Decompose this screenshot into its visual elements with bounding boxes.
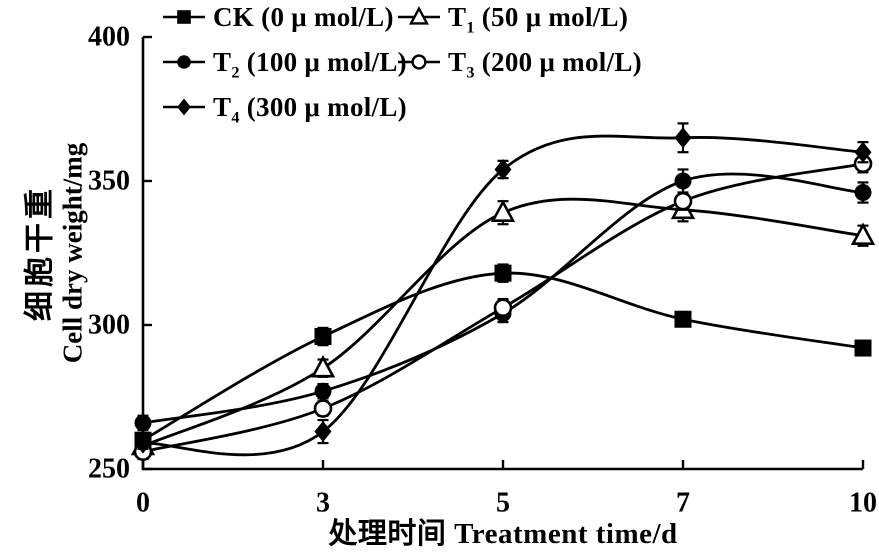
legend-sample-shape xyxy=(177,10,191,24)
data-point-diamond-filled xyxy=(854,141,872,163)
square-filled-marker-icon xyxy=(163,10,205,24)
data-point-circle-filled xyxy=(674,172,692,190)
data-point-diamond-filled xyxy=(494,158,512,180)
series-4-curve xyxy=(141,134,865,457)
data-point-circle-open xyxy=(493,298,513,318)
data-point-diamond-filled xyxy=(674,127,692,149)
triangle-open-marker-icon xyxy=(398,6,440,25)
data-point-square-filled xyxy=(314,328,332,346)
data-point-diamond-filled xyxy=(134,432,152,454)
y-axis-title: 细胞干重 Cell dry weight/mg xyxy=(24,143,89,363)
legend-sample-shape xyxy=(411,54,427,70)
x-tick-label: 3 xyxy=(316,488,330,519)
data-point-circle-open xyxy=(673,191,693,211)
legend-label-t4: T4 (300 μ mol/L) xyxy=(213,91,407,126)
legend-text: T xyxy=(448,46,467,77)
x-tick-label: 5 xyxy=(496,488,510,519)
data-point-circle-filled xyxy=(134,414,152,432)
data-point-circle-filled xyxy=(314,382,332,400)
legend-text: (100 μ mol/L) xyxy=(239,46,407,77)
legend-sample-shape xyxy=(408,6,430,25)
legend-item-t1: T1 (50 μ mol/L) xyxy=(398,0,629,36)
x-tick-label: 0 xyxy=(136,488,150,519)
data-point-diamond-filled xyxy=(314,421,332,443)
legend-label-t2: T2 (100 μ mol/L) xyxy=(213,46,407,81)
legend-label-ck: CK (0 μ mol/L) xyxy=(213,2,394,33)
y-tick-label: 350 xyxy=(88,166,130,197)
y-tick-label: 300 xyxy=(88,310,130,341)
circle-filled-marker-icon xyxy=(163,55,205,69)
legend-sample-shape xyxy=(177,98,191,116)
legend-text: CK xyxy=(213,1,255,32)
legend-text: T xyxy=(448,1,467,32)
y-tick-label: 400 xyxy=(88,22,130,53)
y-axis-title-chinese: 细胞干重 xyxy=(23,185,57,322)
legend-item-t4: T4 (300 μ mol/L) xyxy=(163,90,407,126)
legend-label-t3: T3 (200 μ mol/L) xyxy=(448,46,642,81)
legend-item-t3: T3 (200 μ mol/L) xyxy=(398,45,642,81)
circle-open-marker-icon xyxy=(398,54,440,70)
legend-sample-shape xyxy=(177,55,191,69)
data-point-triangle-open xyxy=(850,222,876,246)
legend-text: (200 μ mol/L) xyxy=(474,46,642,77)
legend-subscript: 2 xyxy=(231,62,240,81)
data-point-triangle-open xyxy=(310,354,336,378)
legend-item-ck: CK (0 μ mol/L) xyxy=(163,0,394,34)
legend-text: T xyxy=(213,46,232,77)
legend-label-t1: T1 (50 μ mol/L) xyxy=(448,1,629,36)
legend-subscript: 4 xyxy=(231,107,240,126)
legend-item-t2: T2 (100 μ mol/L) xyxy=(163,45,407,81)
legend-subscript: 1 xyxy=(466,17,475,36)
data-point-circle-filled xyxy=(854,184,872,202)
x-tick-label: 10 xyxy=(849,488,877,519)
data-point-square-filled xyxy=(494,264,512,282)
data-point-triangle-open xyxy=(490,199,516,222)
legend: CK (0 μ mol/L) T1 (50 μ mol/L) T2 (100 μ… xyxy=(0,0,879,140)
data-point-square-filled xyxy=(674,310,692,328)
legend-text: (50 μ mol/L) xyxy=(474,1,629,32)
data-point-square-filled xyxy=(854,339,872,357)
y-axis-title-english: Cell dry weight/mg xyxy=(57,142,88,364)
x-axis-title: 处理时间 Treatment time/d xyxy=(328,518,678,550)
legend-text: T xyxy=(213,91,232,122)
legend-text: (300 μ mol/L) xyxy=(239,91,407,122)
legend-text: (0 μ mol/L) xyxy=(254,1,394,32)
legend-subscript: 3 xyxy=(466,62,475,81)
diamond-filled-marker-icon xyxy=(163,98,205,116)
x-tick-label: 7 xyxy=(676,488,690,519)
data-point-circle-open xyxy=(313,399,333,418)
y-tick-label: 250 xyxy=(88,454,130,485)
